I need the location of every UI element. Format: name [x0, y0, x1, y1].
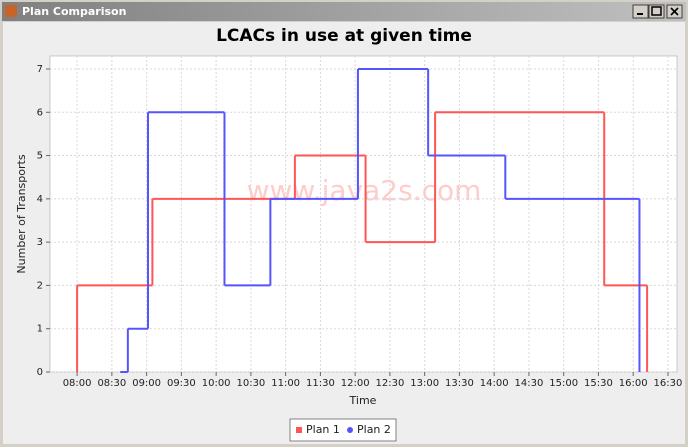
plot-area	[49, 55, 678, 373]
x-tick-label: 16:30	[654, 378, 683, 389]
x-tick-label: 10:30	[236, 378, 265, 389]
chart-title: LCACs in use at given time	[216, 26, 472, 46]
y-tick-label: 4	[37, 194, 43, 205]
x-tick-label: 10:00	[202, 378, 231, 389]
y-tick-label: 7	[37, 64, 43, 75]
x-tick-label: 15:30	[584, 378, 613, 389]
x-tick-label: 13:00	[410, 378, 439, 389]
x-tick-label: 16:00	[619, 378, 648, 389]
window-icon	[5, 5, 17, 17]
x-tick-label: 14:00	[480, 378, 509, 389]
legend-label: Plan 2	[357, 423, 391, 436]
legend	[289, 418, 397, 442]
x-tick-label: 11:00	[271, 378, 300, 389]
x-tick-label: 09:30	[167, 378, 196, 389]
x-tick-label: 11:30	[306, 378, 335, 389]
y-tick-label: 2	[37, 280, 43, 291]
y-tick-label: 1	[37, 324, 43, 335]
x-tick-label: 08:30	[97, 378, 126, 389]
x-tick-label: 12:30	[376, 378, 405, 389]
window-title: Plan Comparison	[22, 5, 126, 18]
title-bar	[2, 2, 686, 21]
legend-marker	[347, 427, 353, 433]
x-axis-label: Time	[349, 394, 377, 407]
x-tick-label: 09:00	[132, 378, 161, 389]
x-tick-label: 13:30	[445, 378, 474, 389]
watermark: www.java2s.com	[247, 174, 482, 207]
y-tick-label: 5	[37, 151, 43, 162]
x-tick-label: 12:00	[341, 378, 370, 389]
legend-marker	[296, 427, 302, 433]
y-tick-label: 3	[37, 237, 43, 248]
legend-items: Plan 1 Plan 2	[296, 423, 391, 436]
x-tick-label: 15:00	[549, 378, 578, 389]
maximize-icon	[651, 6, 662, 16]
window-buttons[interactable]	[632, 4, 683, 19]
legend-label: Plan 1	[306, 423, 340, 436]
y-axis-label: Number of Transports	[15, 154, 28, 273]
x-tick-label: 14:30	[515, 378, 544, 389]
x-tick-label: 08:00	[63, 378, 92, 389]
y-tick-label: 6	[37, 107, 43, 118]
close-icon	[670, 7, 679, 16]
minimize-button[interactable]	[632, 4, 649, 19]
plot: 0 1 2 3 4 5 6 7 08:00 08:30 09:00 09:30 10:00 10:30 11…	[37, 56, 683, 389]
y-tick-label: 0	[37, 367, 43, 378]
